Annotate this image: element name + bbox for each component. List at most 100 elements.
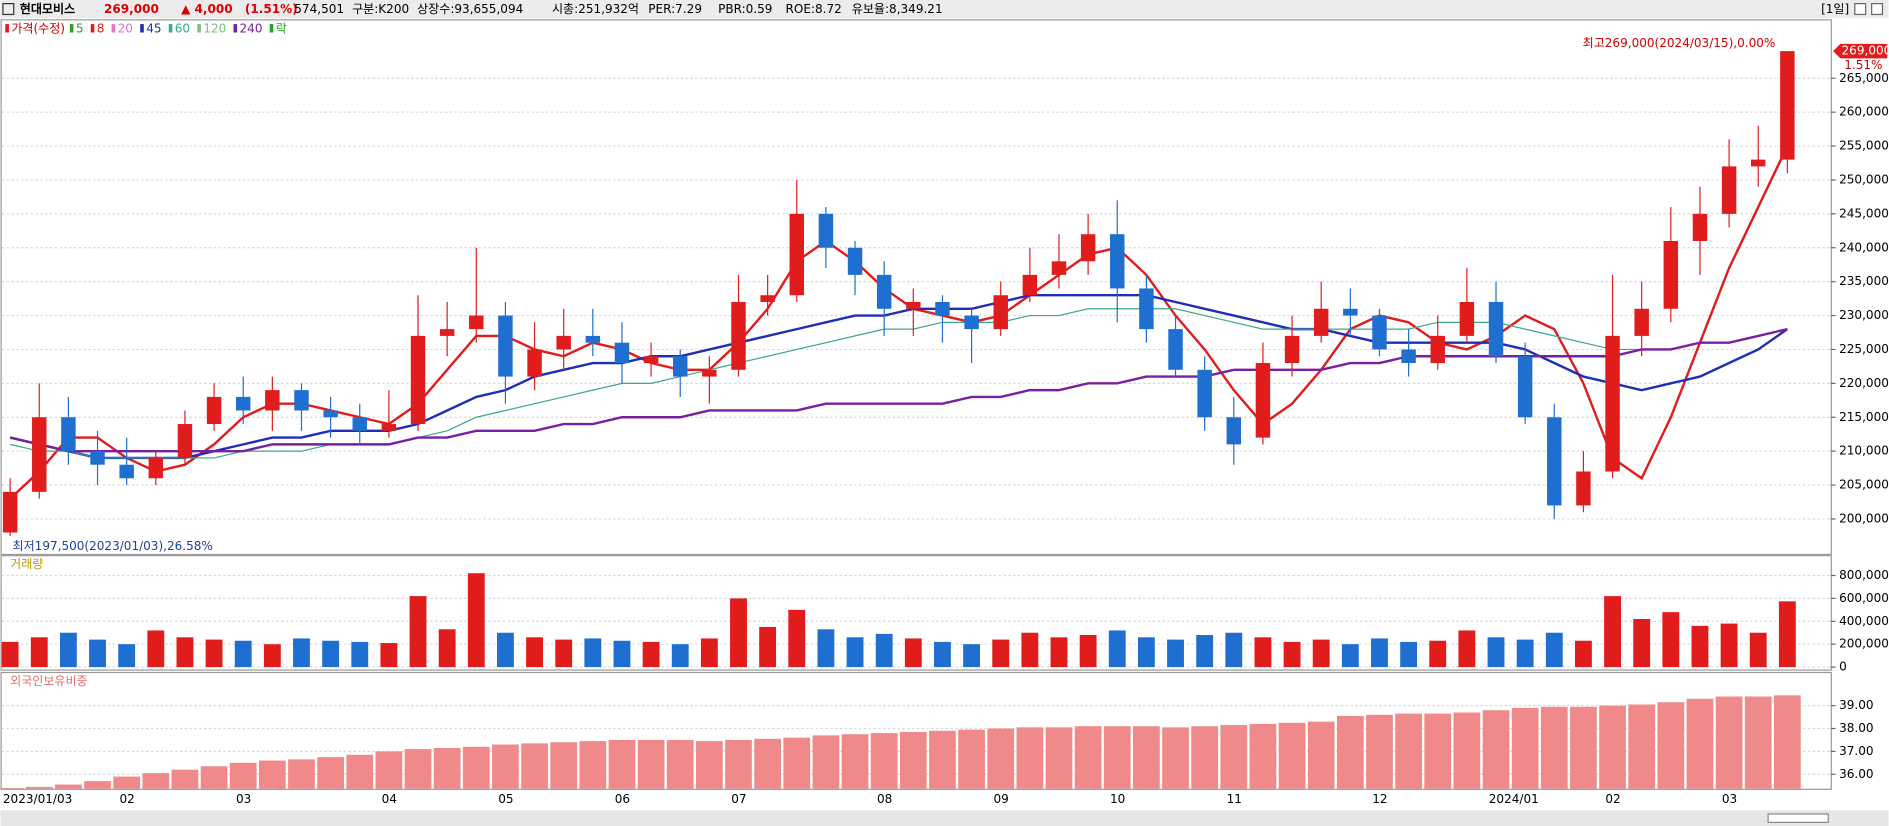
x-tick-label: 08 [877, 792, 892, 806]
candle-body [818, 213, 834, 248]
volume-bar [205, 639, 223, 668]
y-tick-label: 0 [1839, 660, 1847, 674]
period[interactable]: [1일] [1821, 2, 1849, 16]
candle-body [760, 295, 775, 302]
volume-bar [759, 627, 777, 668]
candle-body [1372, 315, 1387, 350]
foreign-bar [142, 773, 170, 789]
volume-bar [409, 596, 427, 668]
legend-label: 5 [76, 21, 84, 35]
foreign-bar [1540, 706, 1568, 789]
foreign-bar [666, 739, 694, 789]
volume-title: 거래량 [10, 557, 43, 571]
candle-body [148, 457, 164, 479]
foreign-bar [55, 784, 82, 789]
volume-bar [59, 632, 77, 668]
volume-bar [875, 633, 893, 668]
y-tick-label: 255,000 [1839, 139, 1889, 153]
legend-marker [233, 24, 238, 33]
candle-body [614, 342, 630, 364]
volume-bar [467, 573, 485, 668]
candle-body [1517, 356, 1533, 418]
volume-bar [642, 641, 660, 668]
candle-body [1634, 308, 1649, 336]
candle-body [1576, 471, 1591, 506]
x-tick-label: 07 [731, 792, 746, 806]
candle-body [1080, 234, 1096, 262]
candle-body [1284, 335, 1300, 364]
legend-marker [197, 24, 201, 33]
legend-label: 240 [240, 21, 263, 35]
y-tick-label: 240,000 [1839, 240, 1889, 254]
volume-bar [30, 637, 48, 668]
scroll-thumb[interactable] [1767, 813, 1829, 823]
price: 269,000 [104, 2, 159, 16]
volume-bar [526, 637, 543, 668]
candle-body [1692, 213, 1708, 241]
candle-body [1139, 288, 1154, 330]
candle-body [1721, 166, 1737, 214]
volume-bar [1487, 637, 1505, 668]
volume-bar [1254, 637, 1272, 668]
x-tick-label: 06 [615, 792, 630, 806]
price-tag-label: 269,000 [1842, 44, 1889, 58]
restore-button[interactable] [1854, 3, 1867, 16]
x-tick-label: 02 [119, 792, 134, 806]
candle-body [1255, 363, 1271, 438]
volume-bar [293, 638, 310, 668]
foreign-bar [1628, 704, 1656, 789]
foreign-bar [696, 741, 723, 789]
legend-label: 8 [97, 21, 105, 35]
y-tick-label: 205,000 [1839, 478, 1889, 492]
candle-body [847, 247, 863, 275]
volume-bar [1400, 641, 1418, 668]
volume-bar [438, 629, 456, 668]
candle-body [1313, 308, 1329, 336]
foreign-bar [1570, 706, 1597, 789]
volume-bar [963, 644, 981, 668]
foreign-bar [0, 787, 24, 789]
foreign-bar [1278, 722, 1306, 789]
foreign-bar [1045, 727, 1073, 789]
close-button[interactable] [1871, 3, 1884, 16]
legend-title: 가격(수정) [11, 21, 65, 35]
candle-body [469, 315, 484, 330]
volume-bar [817, 629, 835, 668]
foreign-bar [1424, 713, 1452, 789]
volume-bar [1137, 637, 1155, 668]
candle-body [32, 417, 47, 492]
volume-bar [1, 641, 19, 668]
candle-body [323, 410, 338, 418]
foreign-bar [579, 741, 607, 789]
x-tick-label: 12 [1372, 792, 1387, 806]
legend-marker [140, 24, 144, 33]
volume-bar [234, 640, 252, 668]
volume-bar [1167, 639, 1184, 668]
volume-bar [1778, 601, 1796, 668]
low-note: 최저197,500(2023/01/03),26.58% [13, 539, 213, 553]
candle-body [1547, 417, 1562, 506]
foreign-bar [25, 786, 53, 789]
volume-bar [1749, 632, 1767, 668]
checkbox[interactable] [2, 3, 15, 16]
foreign-title: 외국인보유비중 [10, 674, 87, 688]
volume-bar [1691, 625, 1709, 668]
foreign-bar [754, 738, 782, 789]
foreign-bar [171, 769, 199, 789]
scrollbar[interactable] [0, 810, 1889, 826]
y-tick-label: 260,000 [1839, 105, 1889, 119]
candle-body [1197, 369, 1212, 418]
volume-bar [671, 644, 689, 668]
foreign-bar [521, 743, 548, 789]
foreign-bar [1162, 727, 1189, 789]
foreign-bar [608, 739, 636, 789]
candle-body [1022, 274, 1038, 296]
foreign-bar [725, 739, 752, 789]
candle-body [294, 390, 309, 411]
foreign-bar [84, 781, 111, 789]
candle-body [265, 390, 280, 411]
x-tick-label: 11 [1227, 792, 1242, 806]
candle-body [1750, 159, 1766, 167]
foreign-bar [1016, 727, 1044, 789]
